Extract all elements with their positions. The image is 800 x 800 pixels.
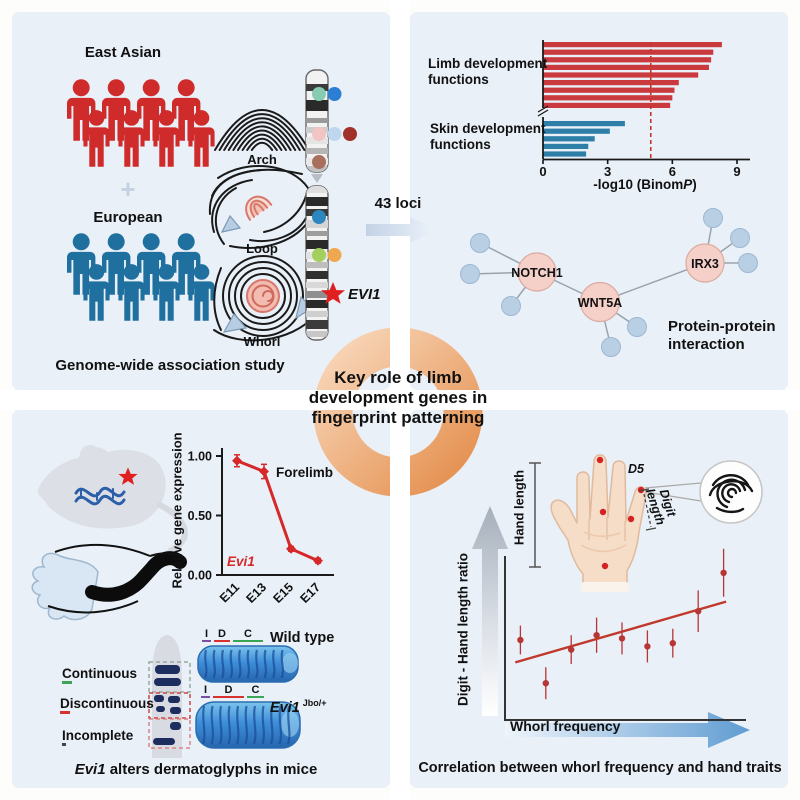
whorl-scatter-chart: [504, 548, 746, 721]
legend-discontinuous: Discontinuous: [60, 696, 154, 715]
svg-text:9: 9: [733, 164, 740, 179]
skin-functions-line2: functions: [430, 137, 491, 152]
european-population-icon: [66, 233, 215, 321]
mut-idc-i: I: [201, 684, 210, 699]
right-arrow-icon: [505, 712, 750, 748]
bar-xaxis-label-p: P: [683, 177, 693, 192]
mouse-icon: [37, 445, 188, 554]
enrichment-bar-chart: 0 3 6 9: [537, 40, 750, 179]
headline-line3: fingerprint patterning: [311, 408, 485, 427]
mutant-gene: Evi1: [270, 699, 300, 716]
svg-text:1.00: 1.00: [188, 450, 212, 464]
headline-line1: Key role of limb: [334, 368, 462, 387]
continuous-initial: C: [62, 666, 72, 685]
svg-text:0.50: 0.50: [188, 509, 212, 523]
bar-xaxis-label-prefix: -log10 (Binom: [593, 177, 684, 192]
svg-text:E15: E15: [270, 580, 296, 606]
wild-type-label: Wild type: [270, 630, 335, 646]
svg-text:0.00: 0.00: [188, 569, 212, 583]
hand-length-label: Hand length: [511, 469, 527, 546]
bar-xaxis-label: -log10 (BinomP): [540, 177, 750, 192]
embryo-limb-icon: [31, 543, 187, 621]
svg-text:0: 0: [539, 164, 546, 179]
mice-caption-rest: alters dermatoglyphs in mice: [105, 761, 318, 778]
mut-idc-c: C: [247, 684, 264, 699]
whorl-label: Whorl: [243, 334, 281, 349]
limb-functions-label: Limb development functions: [428, 56, 547, 88]
mice-caption: Evi1 alters dermatoglyphs in mice: [50, 761, 342, 778]
scatter-xaxis-label: Whorl frequency: [510, 718, 621, 734]
divider-horizontal: [0, 390, 800, 410]
ppi-caption: Protein-protein interaction: [668, 318, 776, 354]
svg-text:E11: E11: [217, 580, 242, 605]
mut-idc-d: D: [213, 684, 244, 699]
mouse-digit-diagram: [148, 635, 191, 758]
arch-fingerprint-icon: [214, 109, 310, 151]
node-wnt5a: WNT5A: [577, 296, 623, 310]
locus-marker-dots: [312, 87, 357, 262]
loop-fingerprint-icon: [208, 165, 309, 249]
headline-line2: development genes in: [308, 388, 488, 407]
arch-label: Arch: [247, 152, 277, 167]
node-irx3: IRX3: [691, 257, 719, 271]
evi1-gene-label: EVI1: [348, 286, 381, 303]
chromosome-ideogram: [305, 69, 329, 341]
up-arrow-icon: [472, 506, 508, 716]
svg-text:E17: E17: [297, 580, 323, 606]
skin-functions-line1: Skin development: [430, 121, 546, 136]
wild-idc-c: C: [233, 628, 263, 643]
loci-count-label: 43 loci: [374, 195, 422, 212]
node-notch1: NOTCH1: [511, 266, 563, 280]
svg-text:6: 6: [669, 164, 676, 179]
evi1-chart-label: Evi1: [227, 554, 255, 569]
gwas-caption: Genome-wide association study: [55, 357, 285, 374]
bar-xaxis-label-suffix: ): [692, 177, 697, 192]
whorl-fingerprint-icon: [213, 255, 315, 342]
plus-icon: +: [120, 174, 136, 204]
wild-idc-d: D: [214, 628, 230, 643]
expression-yaxis-label: Relative gene expression: [169, 432, 185, 589]
scatter-yaxis-label: Digit - Hand length ratio: [455, 553, 471, 706]
legend-continuous: Continuous: [62, 666, 137, 685]
d5-label: D5: [628, 462, 644, 476]
ppi-caption-line2: interaction: [668, 336, 745, 353]
skin-functions-label: Skin development functions: [430, 121, 546, 153]
mutant-superscript: Jbo/+: [302, 698, 327, 708]
loop-label: Loop: [246, 241, 278, 256]
evi1-star-icon: [321, 282, 345, 304]
evi1-mutant-digit-image: [195, 701, 301, 749]
discontinuous-rest: iscontinuous: [69, 696, 154, 711]
legend-incomplete: Incomplete: [62, 728, 134, 747]
wild-type-digit-image: [197, 645, 299, 683]
incomplete-rest: ncomplete: [65, 728, 134, 743]
svg-text:3: 3: [604, 164, 611, 179]
discontinuous-initial: D: [60, 696, 70, 715]
east-asian-label: East Asian: [84, 44, 162, 61]
european-label: European: [93, 209, 163, 226]
limb-functions-line2: functions: [428, 72, 489, 87]
evi1-mutant-label: Evi1 Jbo/+: [270, 698, 327, 716]
forelimb-label: Forelimb: [276, 465, 334, 480]
ppi-network: [460, 208, 758, 357]
fingerprint-lens-icon: [644, 460, 763, 524]
wild-idc-i: I: [202, 628, 211, 643]
hand-traits-caption: Correlation between whorl frequency and …: [418, 760, 782, 776]
loci-arrow-right-icon: [366, 217, 438, 243]
ppi-caption-line1: Protein-protein: [668, 318, 776, 335]
svg-text:E13: E13: [243, 580, 269, 606]
continuous-rest: ontinuous: [71, 666, 137, 681]
hand-illustration: [529, 454, 657, 592]
limb-functions-line1: Limb development: [428, 56, 548, 71]
incomplete-initial: I: [62, 728, 66, 747]
east-asian-population-icon: [66, 79, 215, 167]
mice-caption-gene: Evi1: [74, 761, 106, 778]
